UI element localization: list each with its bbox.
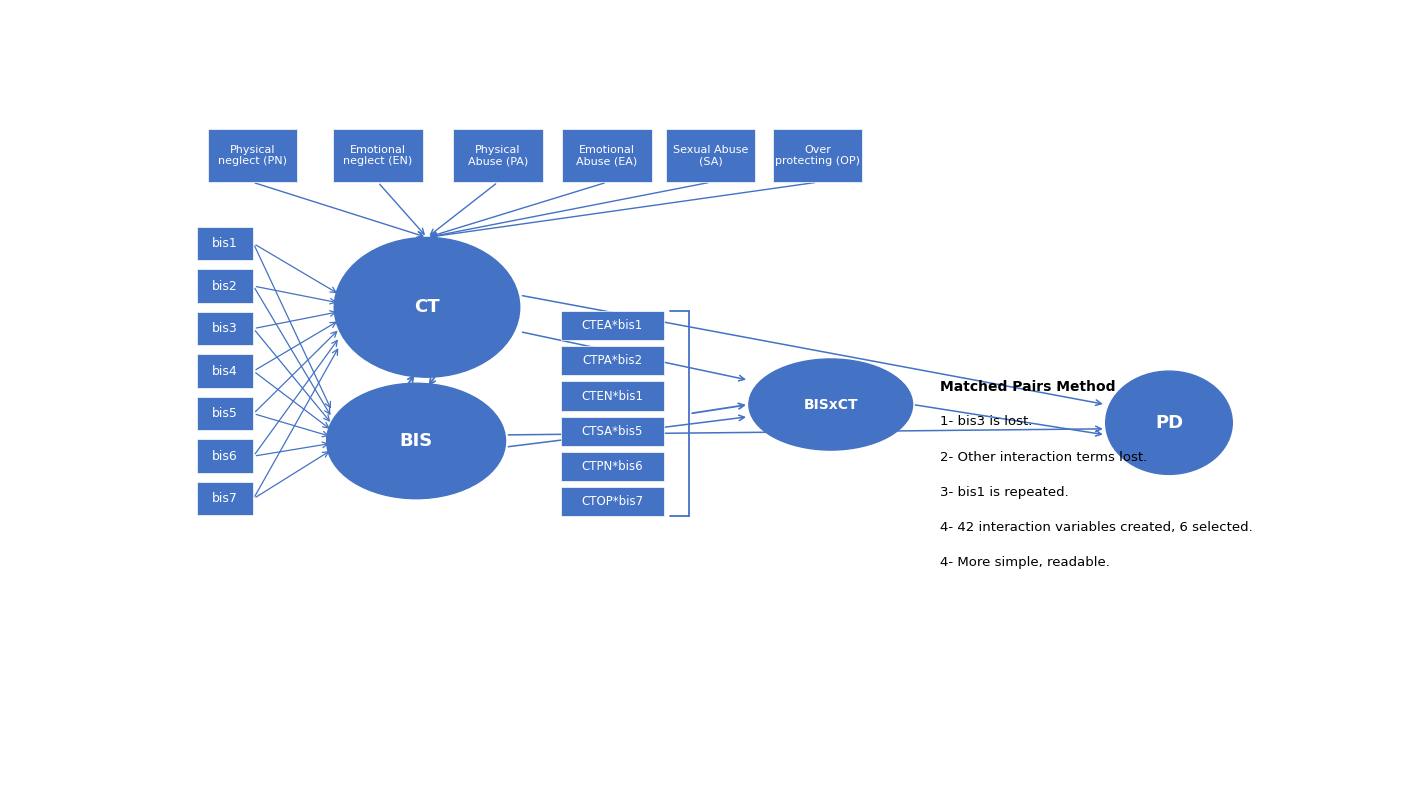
Text: Physical
neglect (PN): Physical neglect (PN) [218, 144, 287, 166]
Text: CTPA*bis2: CTPA*bis2 [583, 354, 642, 367]
FancyBboxPatch shape [197, 312, 253, 346]
Text: bis6: bis6 [213, 450, 238, 462]
Text: bis4: bis4 [213, 365, 238, 378]
Text: bis7: bis7 [213, 492, 238, 505]
Text: BIS: BIS [400, 432, 432, 450]
Text: 4- More simple, readable.: 4- More simple, readable. [941, 556, 1110, 570]
Text: 1- bis3 is lost.: 1- bis3 is lost. [941, 416, 1032, 428]
FancyBboxPatch shape [560, 346, 665, 376]
FancyBboxPatch shape [197, 226, 253, 260]
FancyBboxPatch shape [560, 452, 665, 481]
Text: Emotional
Abuse (EA): Emotional Abuse (EA) [576, 144, 638, 166]
Ellipse shape [327, 383, 505, 499]
FancyBboxPatch shape [197, 354, 253, 388]
Text: bis5: bis5 [213, 407, 238, 420]
Text: bis3: bis3 [213, 322, 238, 335]
Text: CTEA*bis1: CTEA*bis1 [582, 319, 643, 332]
Text: CTOP*bis7: CTOP*bis7 [582, 495, 643, 508]
FancyBboxPatch shape [197, 269, 253, 303]
FancyBboxPatch shape [197, 439, 253, 473]
Text: BISxCT: BISxCT [804, 398, 857, 412]
Text: 2- Other interaction terms lost.: 2- Other interaction terms lost. [941, 451, 1148, 464]
Ellipse shape [1105, 371, 1232, 474]
FancyBboxPatch shape [560, 381, 665, 410]
FancyBboxPatch shape [560, 487, 665, 516]
Text: Physical
Abuse (PA): Physical Abuse (PA) [467, 144, 528, 166]
Ellipse shape [334, 237, 520, 377]
FancyBboxPatch shape [560, 311, 665, 340]
FancyBboxPatch shape [773, 129, 862, 182]
Ellipse shape [749, 359, 912, 450]
FancyBboxPatch shape [197, 397, 253, 430]
Text: 3- bis1 is repeated.: 3- bis1 is repeated. [941, 486, 1069, 499]
Text: CTSA*bis5: CTSA*bis5 [582, 424, 643, 438]
FancyBboxPatch shape [453, 129, 542, 182]
FancyBboxPatch shape [334, 129, 422, 182]
Text: CT: CT [414, 298, 439, 316]
Text: 4- 42 interaction variables created, 6 selected.: 4- 42 interaction variables created, 6 s… [941, 522, 1253, 534]
FancyBboxPatch shape [207, 129, 297, 182]
FancyBboxPatch shape [562, 129, 652, 182]
Text: CTEN*bis1: CTEN*bis1 [582, 390, 643, 402]
Text: Emotional
neglect (EN): Emotional neglect (EN) [344, 144, 413, 166]
Text: PD: PD [1155, 413, 1183, 432]
FancyBboxPatch shape [560, 417, 665, 446]
FancyBboxPatch shape [666, 129, 756, 182]
Text: bis1: bis1 [213, 237, 238, 250]
Text: Over
protecting (OP): Over protecting (OP) [776, 144, 860, 166]
Text: CTPN*bis6: CTPN*bis6 [582, 460, 643, 473]
Text: bis2: bis2 [213, 279, 238, 293]
FancyBboxPatch shape [197, 482, 253, 515]
Text: Sexual Abuse
(SA): Sexual Abuse (SA) [673, 144, 749, 166]
Text: Matched Pairs Method: Matched Pairs Method [941, 380, 1115, 394]
